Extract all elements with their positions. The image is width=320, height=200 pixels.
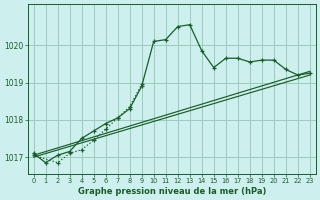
X-axis label: Graphe pression niveau de la mer (hPa): Graphe pression niveau de la mer (hPa) <box>77 187 266 196</box>
